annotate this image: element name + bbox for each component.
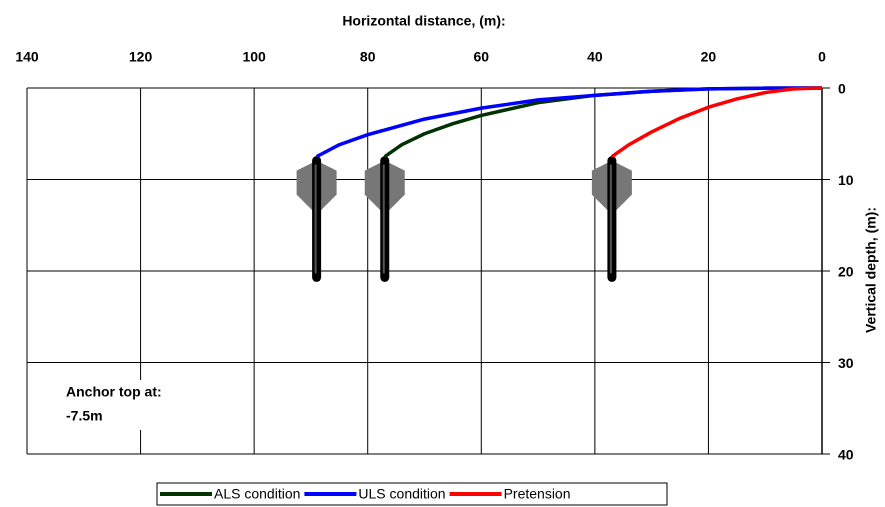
legend-label: Pretension	[504, 486, 571, 502]
annotation: -7.5m	[66, 408, 103, 424]
x-tick-label: 20	[701, 49, 717, 65]
x-tick-label: 40	[587, 49, 603, 65]
chart: Horizontal distance, (m): Vertical depth…	[0, 0, 885, 507]
x-tick-label: 140	[15, 49, 39, 65]
x-tick-label: 60	[473, 49, 489, 65]
x-tick-label: 120	[129, 49, 153, 65]
x-tick-label: 80	[360, 49, 376, 65]
x-tick-label: 0	[818, 49, 826, 65]
background	[0, 0, 885, 507]
x-axis-label: Horizontal distance, (m):	[342, 13, 505, 29]
y-axis-label: Vertical depth, (m):	[863, 207, 879, 333]
y-tick-label: 30	[838, 355, 854, 371]
y-tick-label: 0	[838, 81, 846, 97]
annotation: Anchor top at:	[66, 384, 162, 400]
legend-label: ALS condition	[214, 486, 300, 502]
y-tick-label: 40	[838, 447, 854, 463]
legend-label: ULS condition	[358, 486, 445, 502]
y-tick-label: 20	[838, 264, 854, 280]
y-tick-label: 10	[838, 172, 854, 188]
x-tick-label: 100	[242, 49, 266, 65]
